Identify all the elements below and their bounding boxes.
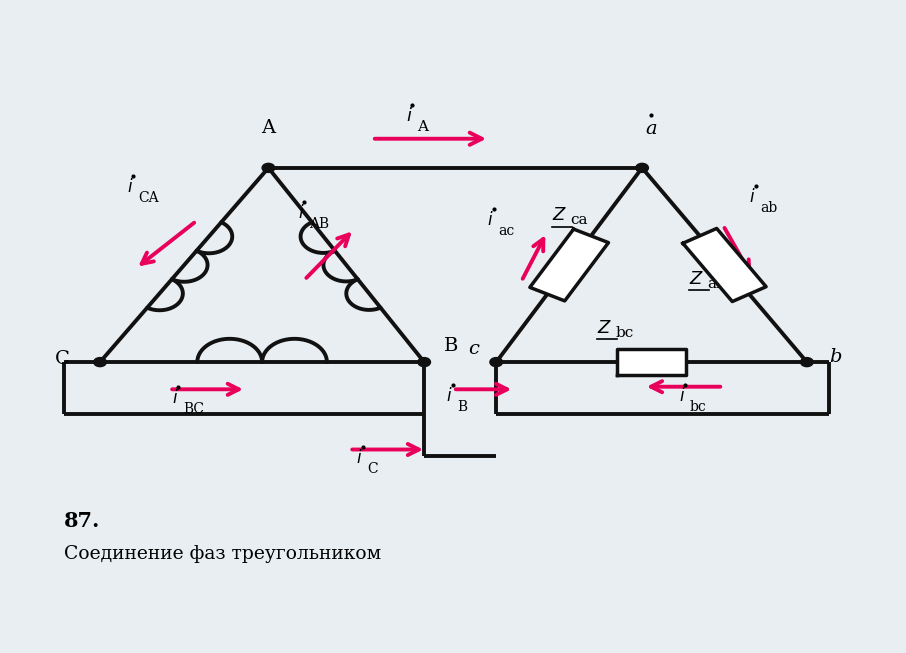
- Text: $i$: $i$: [298, 204, 304, 222]
- Text: $i$: $i$: [406, 107, 412, 125]
- Polygon shape: [617, 349, 686, 375]
- Text: $Z$: $Z$: [552, 206, 567, 224]
- Text: CA: CA: [138, 191, 159, 205]
- Text: $i$: $i$: [487, 211, 494, 229]
- Text: $Z$: $Z$: [689, 270, 704, 287]
- Polygon shape: [530, 229, 609, 301]
- Circle shape: [93, 358, 106, 366]
- Text: AB: AB: [309, 217, 329, 231]
- Circle shape: [636, 163, 649, 172]
- Text: $i$: $i$: [447, 387, 453, 406]
- Circle shape: [801, 358, 814, 366]
- Text: BC: BC: [183, 402, 204, 416]
- Text: $i$: $i$: [749, 188, 756, 206]
- Polygon shape: [683, 229, 766, 302]
- Text: ab: ab: [707, 277, 726, 291]
- Text: C: C: [368, 462, 378, 476]
- Circle shape: [262, 163, 275, 172]
- Text: $i$: $i$: [356, 449, 363, 467]
- Text: C: C: [54, 350, 70, 368]
- Circle shape: [490, 358, 503, 366]
- Text: ca: ca: [570, 214, 588, 227]
- Text: Соединение фаз треугольником: Соединение фаз треугольником: [64, 545, 381, 564]
- Text: $Z$: $Z$: [597, 319, 612, 337]
- Text: $i$: $i$: [172, 389, 178, 407]
- Text: b: b: [829, 348, 842, 366]
- Text: A: A: [417, 120, 428, 134]
- Text: ab: ab: [760, 201, 777, 215]
- Text: 87.: 87.: [64, 511, 101, 531]
- Text: A: A: [261, 119, 275, 136]
- Circle shape: [418, 358, 430, 366]
- Text: bc: bc: [615, 326, 633, 340]
- Text: $i$: $i$: [679, 387, 685, 406]
- Text: B: B: [458, 400, 467, 415]
- Text: B: B: [444, 337, 458, 355]
- Text: a: a: [645, 120, 657, 138]
- Text: c: c: [468, 340, 479, 358]
- Text: bc: bc: [689, 400, 707, 415]
- Text: ac: ac: [498, 224, 515, 238]
- Text: $i$: $i$: [127, 178, 133, 197]
